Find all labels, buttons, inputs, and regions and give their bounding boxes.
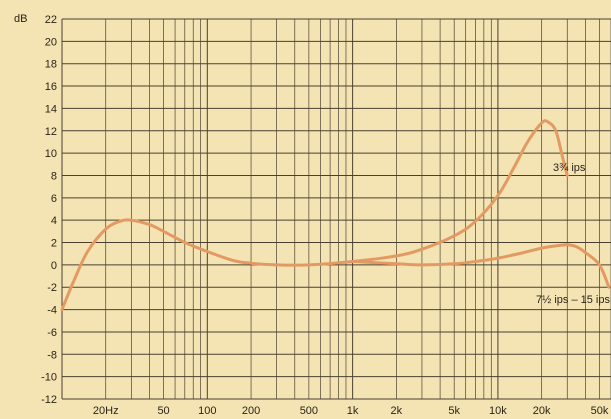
x-tick-label: 20k [533, 405, 551, 417]
y-tick-label: 2 [51, 238, 57, 250]
x-tick-label: 200 [242, 405, 260, 417]
y-tick-label: 8 [51, 170, 57, 182]
y-tick-label: 22 [45, 14, 57, 26]
y-tick-label: 14 [45, 103, 57, 115]
y-tick-label: -8 [47, 349, 57, 361]
series-line-1 [351, 243, 611, 289]
y-tick-label: 4 [51, 215, 57, 227]
series-label-3-75-ips: 3¾ ips [553, 162, 586, 174]
y-tick-label: 6 [51, 193, 57, 205]
y-tick-label: -6 [47, 327, 57, 339]
y-tick-label: 10 [45, 148, 57, 160]
x-tick-label: 500 [300, 405, 318, 417]
x-tick-label: 50 [157, 405, 169, 417]
x-tick-label: 5k [448, 405, 460, 417]
y-tick-label: 0 [51, 260, 57, 272]
y-tick-label: 20 [45, 36, 57, 48]
series-label-7-5-15-ips: 7½ ips – 15 ips [536, 294, 610, 306]
y-tick-label: -2 [47, 282, 57, 294]
y-tick-label: -4 [47, 305, 57, 317]
x-tick-label: 100 [198, 405, 216, 417]
y-tick-label: -12 [41, 394, 57, 406]
y-axis-unit-label: dB [14, 13, 27, 25]
y-tick-label: 16 [45, 81, 57, 93]
chart-curves [60, 119, 611, 312]
y-tick-label: 12 [45, 126, 57, 138]
x-tick-label: 1k [347, 405, 359, 417]
y-tick-label: 18 [45, 59, 57, 71]
chart-grid [61, 18, 611, 400]
x-tick-label: 2k [391, 405, 403, 417]
x-axis-ticks: 20Hz 50 100 200 500 1k 2k 5k 10k 20k 50k [93, 405, 609, 417]
y-tick-label: -10 [41, 372, 57, 384]
series-line-0 [60, 119, 569, 312]
x-tick-label: 20Hz [93, 405, 119, 417]
x-tick-label: 10k [489, 405, 507, 417]
x-tick-label: 50k [591, 405, 609, 417]
